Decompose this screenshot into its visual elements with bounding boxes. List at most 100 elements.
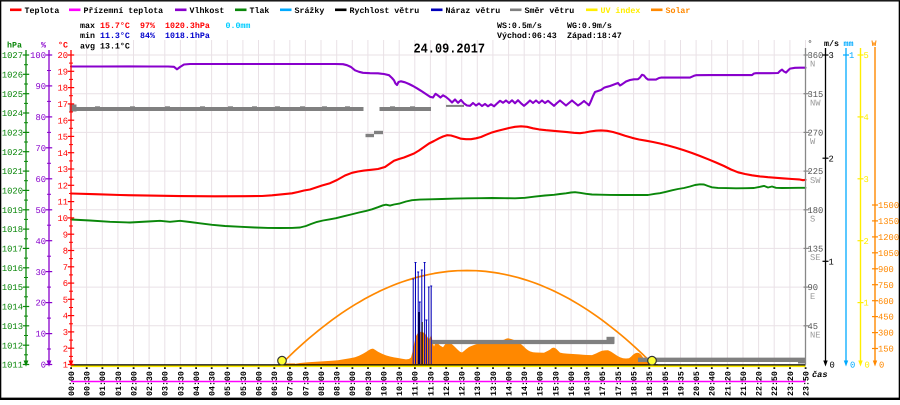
svg-text:15:30: 15:30: [552, 371, 561, 396]
svg-text:15:00: 15:00: [537, 371, 546, 396]
svg-text:Tlak: Tlak: [250, 6, 270, 16]
svg-text:22:20: 22:20: [756, 371, 765, 396]
svg-text:SE: SE: [810, 253, 821, 263]
svg-text:11: 11: [57, 198, 68, 208]
svg-text:0: 0: [879, 361, 884, 371]
svg-text:03:00: 03:00: [162, 371, 171, 396]
svg-text:315: 315: [808, 90, 824, 100]
svg-text:600: 600: [878, 297, 894, 307]
svg-text:1022: 1022: [2, 148, 23, 158]
svg-text:01:30: 01:30: [115, 371, 124, 396]
svg-text:270: 270: [808, 129, 824, 139]
svg-text:13: 13: [57, 165, 68, 175]
svg-text:10:30: 10:30: [396, 371, 405, 396]
svg-text:04:00: 04:00: [193, 371, 202, 396]
svg-text:45: 45: [808, 322, 819, 332]
svg-text:1020: 1020: [2, 187, 23, 197]
svg-text:23:20: 23:20: [787, 371, 796, 396]
svg-text:05:00: 05:00: [224, 371, 233, 396]
svg-text:21:20: 21:20: [724, 371, 733, 396]
svg-text:Přízemní teplota: Přízemní teplota: [84, 6, 164, 16]
svg-text:23:50: 23:50: [802, 371, 811, 396]
svg-text:17:35: 17:35: [615, 371, 624, 396]
svg-text:mm: mm: [844, 40, 854, 49]
svg-text:0: 0: [830, 361, 835, 371]
svg-text:1014: 1014: [2, 303, 23, 313]
svg-text:18:35: 18:35: [646, 371, 655, 396]
svg-text:2: 2: [63, 344, 68, 354]
svg-text:Rychlost větru: Rychlost větru: [350, 6, 420, 16]
svg-text:19:35: 19:35: [677, 371, 686, 396]
svg-text:Srážky: Srážky: [295, 6, 325, 16]
svg-text:Teplota: Teplota: [25, 6, 60, 16]
svg-text:20:05: 20:05: [693, 371, 702, 396]
svg-text:S: S: [810, 214, 815, 224]
svg-text:UV index: UV index: [601, 6, 641, 16]
svg-text:18: 18: [57, 84, 68, 94]
svg-text:11:00: 11:00: [412, 371, 421, 396]
svg-text:1: 1: [864, 299, 869, 309]
svg-text:06:30: 06:30: [271, 371, 280, 396]
svg-text:1012: 1012: [2, 341, 23, 351]
svg-text:1: 1: [849, 51, 854, 61]
svg-text:900: 900: [878, 265, 894, 275]
svg-text:18:05: 18:05: [631, 371, 640, 396]
svg-text:1013: 1013: [2, 322, 23, 332]
svg-text:22:50: 22:50: [771, 371, 780, 396]
svg-text:20: 20: [35, 299, 46, 309]
svg-text:70: 70: [35, 144, 46, 154]
svg-text:17:05: 17:05: [599, 371, 608, 396]
svg-text:60: 60: [35, 175, 46, 185]
svg-text:07:30: 07:30: [302, 371, 311, 396]
svg-text:1024: 1024: [2, 109, 23, 119]
svg-text:360: 360: [808, 51, 824, 61]
svg-text:1011: 1011: [2, 361, 23, 371]
svg-text:135: 135: [808, 245, 824, 255]
svg-text:1026: 1026: [2, 70, 23, 80]
svg-text:°C: °C: [58, 41, 68, 50]
svg-text:hPa: hPa: [7, 40, 22, 50]
svg-text:225: 225: [808, 167, 824, 177]
svg-text:Západ:18:47: Západ:18:47: [567, 31, 622, 41]
svg-text:1017: 1017: [2, 245, 23, 255]
svg-text:Směr větru: Směr větru: [525, 7, 575, 16]
svg-text:WG:0.9m/s: WG:0.9m/s: [567, 21, 612, 31]
svg-text:3: 3: [63, 328, 68, 338]
svg-text:0: 0: [865, 361, 870, 371]
svg-text:1018.1hPa: 1018.1hPa: [165, 31, 210, 41]
svg-text:°: °: [808, 40, 813, 49]
svg-text:2: 2: [864, 237, 869, 247]
svg-text:90: 90: [808, 283, 819, 293]
svg-text:16:00: 16:00: [568, 371, 577, 396]
svg-text:WS:0.5m/s: WS:0.5m/s: [497, 21, 542, 31]
svg-text:min: min: [80, 31, 95, 41]
svg-text:10: 10: [35, 330, 46, 340]
svg-text:0: 0: [850, 361, 855, 371]
svg-text:06:00: 06:00: [255, 371, 264, 396]
svg-text:4: 4: [63, 312, 68, 322]
svg-text:00:30: 00:30: [84, 371, 93, 396]
svg-text:1: 1: [829, 257, 834, 267]
svg-text:3: 3: [829, 51, 834, 61]
svg-text:1015: 1015: [2, 283, 23, 293]
svg-text:7: 7: [63, 263, 68, 273]
svg-text:1350: 1350: [878, 217, 899, 227]
svg-text:100: 100: [30, 51, 46, 61]
svg-text:0: 0: [41, 361, 46, 371]
svg-text:9: 9: [63, 230, 68, 240]
svg-text:150: 150: [878, 345, 894, 355]
svg-text:300: 300: [878, 329, 894, 339]
svg-text:02:00: 02:00: [130, 371, 139, 396]
svg-text:08:00: 08:00: [318, 371, 327, 396]
svg-text:20: 20: [57, 51, 68, 61]
svg-text:%: %: [41, 41, 46, 50]
svg-text:84%: 84%: [140, 32, 155, 41]
svg-text:14: 14: [57, 149, 68, 159]
svg-text:5: 5: [864, 51, 869, 61]
svg-text:N: N: [810, 60, 815, 70]
svg-text:1: 1: [63, 361, 68, 371]
svg-text:12: 12: [57, 181, 68, 191]
svg-text:16:30: 16:30: [584, 371, 593, 396]
svg-text:11:30: 11:30: [427, 371, 436, 396]
svg-text:1023: 1023: [2, 129, 23, 139]
